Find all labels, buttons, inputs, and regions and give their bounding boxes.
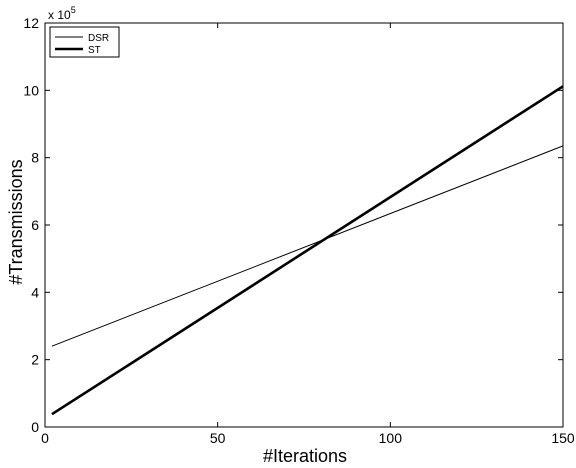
x-tick-label: 150 [551,430,575,446]
y-tick-label: 12 [23,15,39,31]
x-axis: 0 50 100 150 [41,23,575,446]
legend-label-dsr: DSR [88,33,109,44]
series-line-dsr [51,145,564,347]
plot-lines [51,85,564,416]
legend-label-st: ST [88,45,101,56]
series-line-st [51,85,564,416]
y-tick-label: 2 [31,352,39,368]
y-axis-multiplier-exponent: 5 [71,5,76,15]
legend-box [49,26,120,58]
y-tick-label: 0 [31,419,39,435]
y-tick-label: 4 [31,284,39,300]
y-tick-label: 6 [31,217,39,233]
x-tick-label: 50 [210,430,226,446]
y-axis: 0 2 4 6 8 10 12 [23,15,563,435]
legend: DSR ST [49,26,120,58]
x-tick-label: 100 [379,430,403,446]
y-axis-multiplier-base: x 10 [48,8,71,22]
y-tick-label: 10 [23,82,39,98]
y-tick-label: 8 [31,150,39,166]
y-axis-label: #Transmissions [6,159,26,284]
x-axis-label: #Iterations [263,446,347,466]
y-axis-multiplier: x 105 [48,5,76,22]
plot-frame [44,22,564,428]
x-tick-label: 0 [41,430,49,446]
